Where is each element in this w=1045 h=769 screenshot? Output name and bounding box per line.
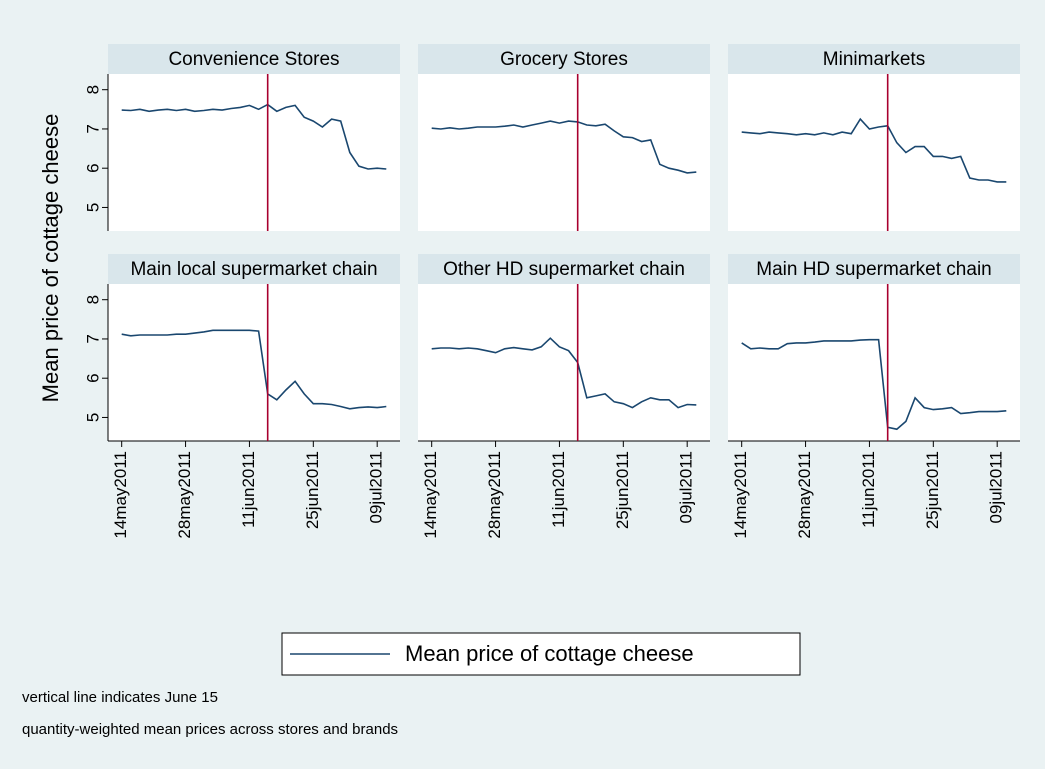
x-tick-label: 25jun2011 xyxy=(303,451,322,529)
x-tick-label: 11jun2011 xyxy=(549,451,568,528)
panel-title-band xyxy=(418,44,710,74)
note: quantity-weighted mean prices across sto… xyxy=(22,721,398,738)
panel-title: Grocery Stores xyxy=(500,49,628,70)
line xyxy=(431,120,697,174)
legend-label: Mean price of cottage cheese xyxy=(405,641,694,666)
x-tick-label: 28may2011 xyxy=(175,451,194,539)
panel-title-band xyxy=(108,44,400,74)
x-tick-label: 25jun2011 xyxy=(923,451,942,529)
y-tick-label: 6 xyxy=(83,163,102,172)
x-tick-label: 14may2011 xyxy=(731,451,750,539)
x-tick-label: 28may2011 xyxy=(795,451,814,539)
x-tick-label: 25jun2011 xyxy=(613,451,632,529)
plot-area xyxy=(108,74,400,231)
plot-area xyxy=(418,74,710,231)
note: vertical line indicates June 15 xyxy=(22,689,218,706)
panel-title-band xyxy=(108,254,400,284)
panel-title: Other HD supermarket chain xyxy=(443,259,685,280)
line xyxy=(741,338,1007,431)
line xyxy=(121,103,387,170)
y-tick-label: 6 xyxy=(83,373,102,382)
plot-area xyxy=(108,284,400,441)
plot-area xyxy=(728,74,1020,231)
y-tick-label: 8 xyxy=(83,85,102,94)
plot-area xyxy=(728,284,1020,441)
panel-title-band xyxy=(728,254,1020,284)
panel-title-band xyxy=(418,254,710,284)
x-tick-label: 11jun2011 xyxy=(859,451,878,528)
x-tick-label: 14may2011 xyxy=(111,451,130,539)
panel-title: Main local supermarket chain xyxy=(130,259,377,280)
panel-title: Main HD supermarket chain xyxy=(756,259,991,280)
x-tick-label: 11jun2011 xyxy=(239,451,258,528)
y-tick-label: 7 xyxy=(83,124,102,133)
line xyxy=(741,117,1007,183)
x-tick-label: 14may2011 xyxy=(421,451,440,539)
x-tick-label: 09jul2011 xyxy=(677,451,696,523)
line xyxy=(121,329,387,410)
x-tick-label: 28may2011 xyxy=(485,451,504,539)
y-tick-label: 7 xyxy=(83,334,102,343)
y-tick-label: 5 xyxy=(83,413,102,422)
panel-title: Convenience Stores xyxy=(168,49,339,70)
panel-title-band xyxy=(728,44,1020,74)
x-tick-label: 09jul2011 xyxy=(367,451,386,523)
line xyxy=(431,337,697,409)
y-tick-label: 8 xyxy=(83,295,102,304)
x-tick-label: 09jul2011 xyxy=(987,451,1006,523)
y-tick-label: 5 xyxy=(83,203,102,212)
panel-title: Minimarkets xyxy=(823,49,925,70)
y-axis-label: Mean price of cottage cheese xyxy=(38,114,63,403)
plot-area xyxy=(418,284,710,441)
